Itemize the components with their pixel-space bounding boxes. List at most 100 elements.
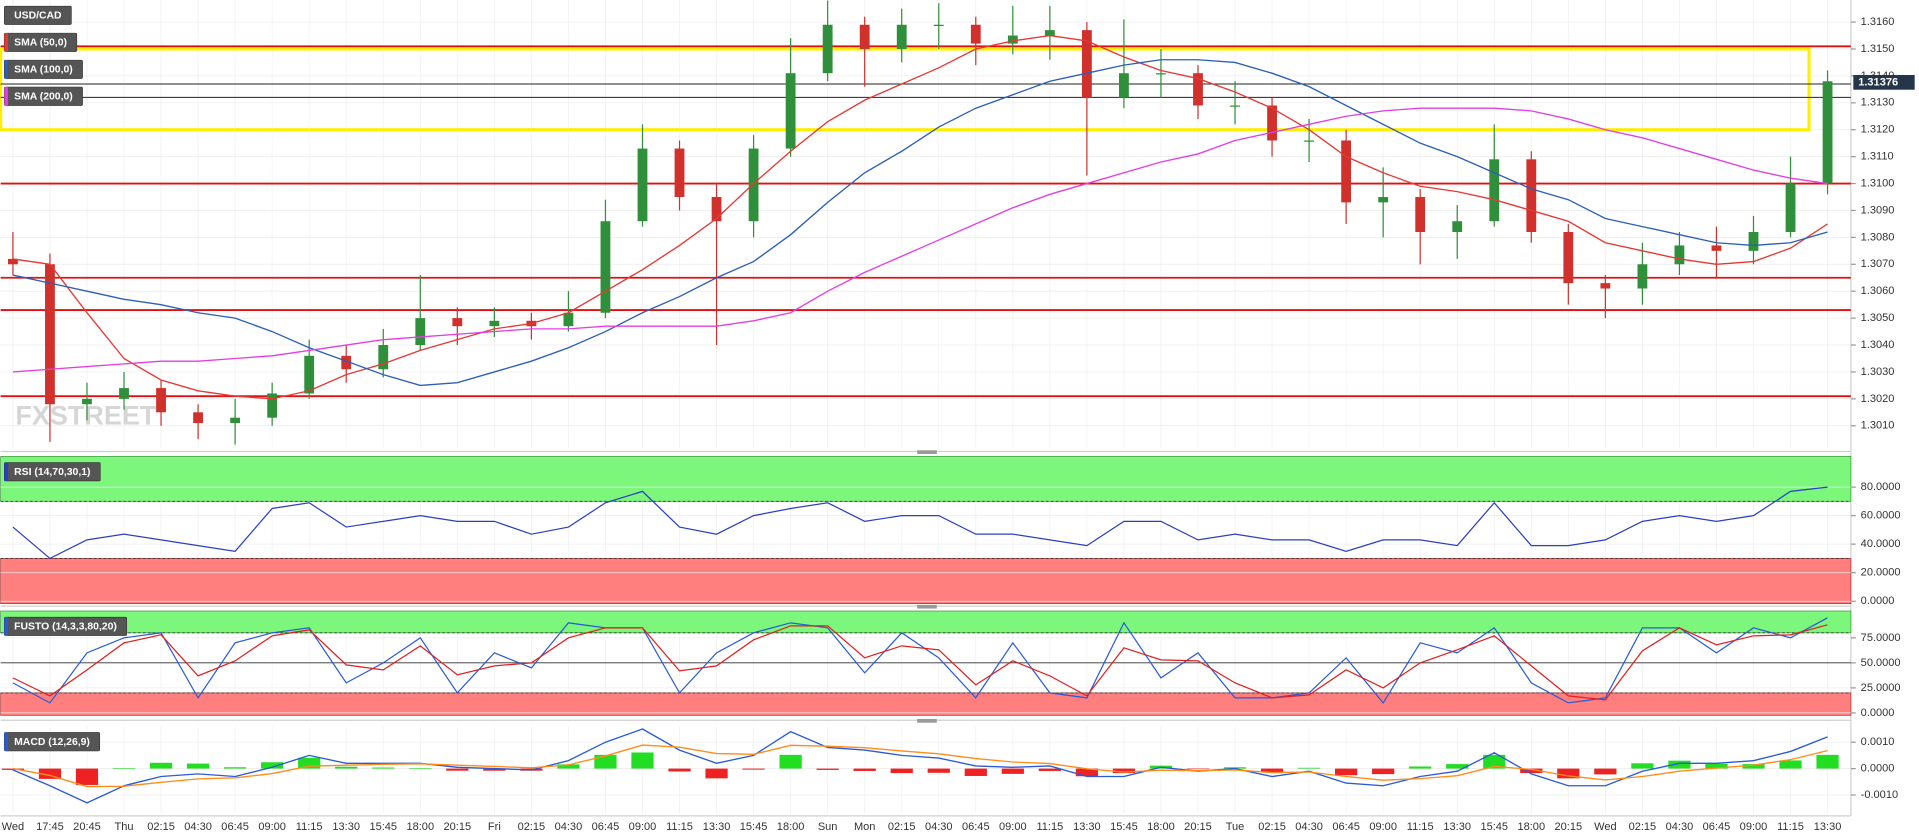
candle-body [859,24,870,49]
y-tick-label: 1.3080 [1861,231,1895,243]
y-tick-label: 1.3160 [1861,16,1895,28]
y-tick-label: 1.3070 [1861,258,1895,270]
x-tick-label: 04:30 [1295,821,1323,833]
candle-body [1600,283,1611,289]
y-tick-label: 50.0000 [1861,657,1901,669]
histogram-bar [1112,768,1136,774]
candle-body [45,264,55,405]
x-tick-label: Wed [1594,821,1616,833]
y-tick-label: 20.0000 [1861,567,1901,579]
candle-body [1230,105,1240,107]
indicator-color-swatch [4,33,9,52]
histogram-bar [1186,768,1210,770]
candle-body [1193,73,1203,106]
x-tick-label: 20:15 [1184,821,1212,833]
histogram-bar [186,763,210,769]
x-tick-label: 15:45 [740,821,768,833]
histogram-bar [705,768,728,779]
candle-body [1378,197,1389,203]
candle-body [1526,159,1537,232]
y-tick-label: 1.3110 [1861,151,1894,163]
histogram-bar [853,768,876,771]
x-tick-label: 09:00 [1369,821,1397,833]
indicator-color-swatch [4,60,9,79]
histogram-bar [1075,768,1098,777]
indicator-color-swatch [4,617,9,636]
x-tick-label: 13:30 [332,821,360,833]
candle-body [933,24,944,26]
y-tick-label: 25.0000 [1861,682,1901,694]
x-tick-label: 18:00 [1517,821,1545,833]
panel-resize-handle[interactable] [917,450,937,454]
x-tick-label: 18:00 [406,821,434,833]
histogram-bar [742,768,765,770]
histogram-bar [1594,768,1617,775]
candle-body [415,318,426,346]
y-tick-label: 80.0000 [1861,481,1901,493]
candle-body [489,320,500,327]
candle-body [748,148,759,222]
x-tick-label: 15:45 [1480,821,1508,833]
histogram-bar [1297,767,1321,769]
x-tick-label: 02:15 [518,821,546,833]
x-tick-label: 11:15 [296,821,323,833]
x-tick-label: 02:15 [888,821,916,833]
indicator-label: MACD (12,26,9) [14,737,90,748]
macd-line [12,744,1828,788]
oscillator-line [12,617,1828,704]
x-tick-label: 06:45 [962,821,990,833]
histogram-bar [261,762,284,769]
y-tick-label: 1.3020 [1861,393,1895,405]
histogram-bar [779,754,802,769]
x-tick-label: 11:15 [1777,821,1804,833]
x-tick-label: 20:15 [444,821,472,833]
candle-body [1304,140,1314,142]
y-tick-label: 1.3130 [1861,97,1895,109]
sma-line [12,34,1828,400]
y-tick-label: 1.3050 [1861,312,1895,324]
candle-body [1007,35,1018,44]
overbought-zone [0,610,1852,634]
y-tick-label: 1.3100 [1861,177,1895,189]
candle-body [452,318,463,327]
x-tick-label: 13:30 [703,821,731,833]
y-tick-label: 0.0000 [1861,707,1895,719]
panel-resize-handle[interactable] [917,718,937,723]
histogram-bar [1260,768,1284,773]
indicator-label: USD/CAD [14,11,62,22]
candle-body [156,388,166,413]
histogram-bar [1335,768,1358,776]
x-tick-label: 13:30 [1073,821,1101,833]
y-tick-label: 40.0000 [1861,538,1901,550]
panel-resize-handle[interactable] [917,604,937,609]
histogram-bar [335,766,358,769]
last-price-label: 1.31376 [1858,76,1898,88]
x-tick-label: 06:45 [1332,821,1360,833]
histogram-bar [446,768,469,771]
candle-body [1452,221,1463,232]
x-tick-label: 04:30 [184,821,212,833]
y-tick-label: 0.0000 [1861,763,1895,775]
x-tick-label: 09:00 [629,821,657,833]
histogram-bar [668,768,691,772]
candle-body [1267,105,1277,141]
candle-body [1674,245,1685,265]
x-tick-label: Fri [488,821,501,833]
histogram-bar [964,768,987,776]
histogram-bar [1483,754,1506,769]
candle-body [1822,81,1833,184]
x-tick-label: 11:15 [1036,821,1063,833]
y-tick-label: 1.3040 [1861,339,1895,351]
histogram-bar [409,768,432,769]
x-tick-label: 18:00 [777,821,805,833]
histogram-bar [298,757,321,769]
candle-body [378,345,389,370]
x-tick-label: Sun [818,821,838,833]
candle-body [341,355,352,370]
x-tick-label: 06:45 [1703,821,1731,833]
histogram-bar [112,768,136,769]
indicator-label: RSI (14,70,30,1) [14,467,90,478]
histogram-bar [1631,763,1654,769]
candle-body [600,221,611,313]
histogram-bar [1038,768,1061,771]
